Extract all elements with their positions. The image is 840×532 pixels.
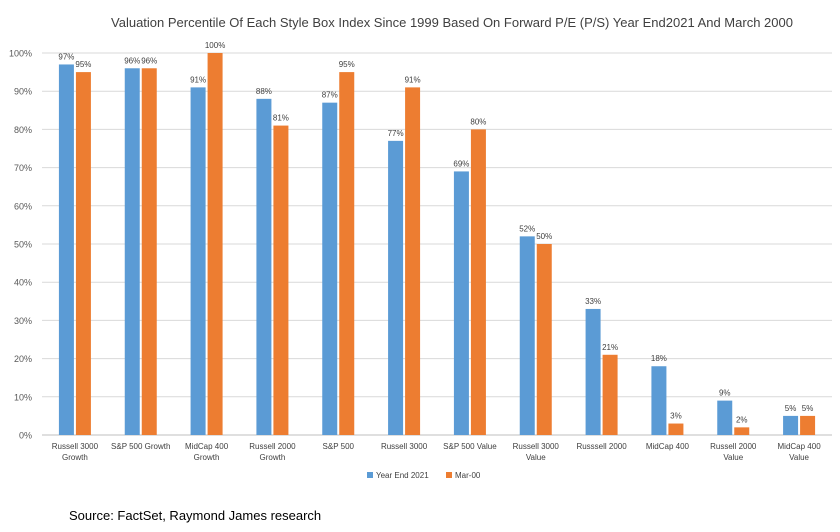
data-label: 18% (651, 354, 667, 363)
data-label: 91% (190, 75, 206, 84)
y-tick-label: 30% (14, 316, 32, 326)
data-label: 33% (585, 297, 601, 306)
x-tick-label: Growth (194, 453, 220, 462)
data-label: 96% (141, 56, 157, 65)
bar (734, 427, 750, 435)
bar (256, 98, 272, 435)
bar (141, 68, 157, 435)
bar (585, 308, 601, 435)
bar (519, 236, 535, 435)
y-tick-label: 100% (9, 49, 32, 59)
data-label: 77% (388, 129, 404, 138)
bar (602, 354, 618, 435)
y-tick-label: 20% (14, 354, 32, 364)
data-label: 97% (58, 52, 74, 61)
y-tick-label: 60% (14, 201, 32, 211)
bar (536, 244, 552, 435)
x-tick-label: Growth (62, 453, 88, 462)
x-tick-label: Russell 3000 (52, 442, 99, 451)
y-tick-label: 90% (14, 87, 32, 97)
data-label: 80% (470, 117, 486, 126)
bar (124, 68, 140, 435)
data-label: 81% (273, 114, 289, 123)
data-label: 96% (124, 56, 140, 65)
data-label: 88% (256, 87, 272, 96)
legend-label: Mar-00 (455, 471, 481, 480)
y-tick-label: 70% (14, 163, 32, 173)
x-tick-label: Russell 3000 (381, 442, 428, 451)
bar (388, 140, 404, 436)
bar (800, 415, 816, 435)
legend-swatch (446, 472, 452, 478)
data-label: 95% (75, 60, 91, 69)
bar (75, 72, 91, 435)
x-tick-label: S&P 500 (323, 442, 355, 451)
x-tick-label: Russell 2000 (249, 442, 296, 451)
x-tick-label: MidCap 400 (646, 442, 690, 451)
data-label: 91% (405, 75, 421, 84)
source-note: Source: FactSet, Raymond James research (69, 508, 322, 523)
bar (783, 415, 799, 435)
bar (470, 129, 486, 435)
data-label: 100% (205, 41, 225, 50)
bar (453, 171, 469, 436)
bar (322, 102, 338, 435)
data-label: 52% (519, 224, 535, 233)
x-tick-label: Russell 3000 (513, 442, 560, 451)
bar (651, 366, 667, 435)
data-label: 69% (453, 159, 469, 168)
x-tick-label: MidCap 400 (185, 442, 229, 451)
y-tick-label: 40% (14, 278, 32, 288)
bar (190, 87, 206, 435)
chart-title: Valuation Percentile Of Each Style Box I… (111, 15, 793, 30)
data-label: 95% (339, 60, 355, 69)
bar (717, 400, 733, 435)
data-label: 5% (785, 404, 797, 413)
data-label: 87% (322, 91, 338, 100)
x-tick-label: Value (723, 453, 743, 462)
y-tick-label: 0% (19, 431, 32, 441)
x-tick-label: Value (526, 453, 546, 462)
bar (207, 53, 223, 435)
data-label: 2% (736, 415, 748, 424)
x-tick-label: MidCap 400 (778, 442, 822, 451)
bar (405, 87, 421, 435)
data-label: 50% (536, 232, 552, 241)
bar (668, 423, 684, 435)
bar (273, 125, 289, 435)
data-label: 21% (602, 343, 618, 352)
y-tick-label: 10% (14, 392, 32, 402)
y-tick-label: 80% (14, 125, 32, 135)
legend-swatch (367, 472, 373, 478)
x-tick-label: Russsell 2000 (576, 442, 627, 451)
data-label: 5% (802, 404, 814, 413)
x-tick-label: Growth (260, 453, 286, 462)
data-label: 3% (670, 412, 682, 421)
x-tick-label: S&P 500 Growth (111, 442, 170, 451)
data-label: 9% (719, 389, 731, 398)
x-tick-label: Russell 2000 (710, 442, 757, 451)
x-tick-label: Value (789, 453, 809, 462)
y-tick-label: 50% (14, 240, 32, 250)
bar (339, 72, 355, 435)
bar (58, 64, 74, 436)
x-tick-label: S&P 500 Value (443, 442, 497, 451)
legend-label: Year End 2021 (376, 471, 429, 480)
